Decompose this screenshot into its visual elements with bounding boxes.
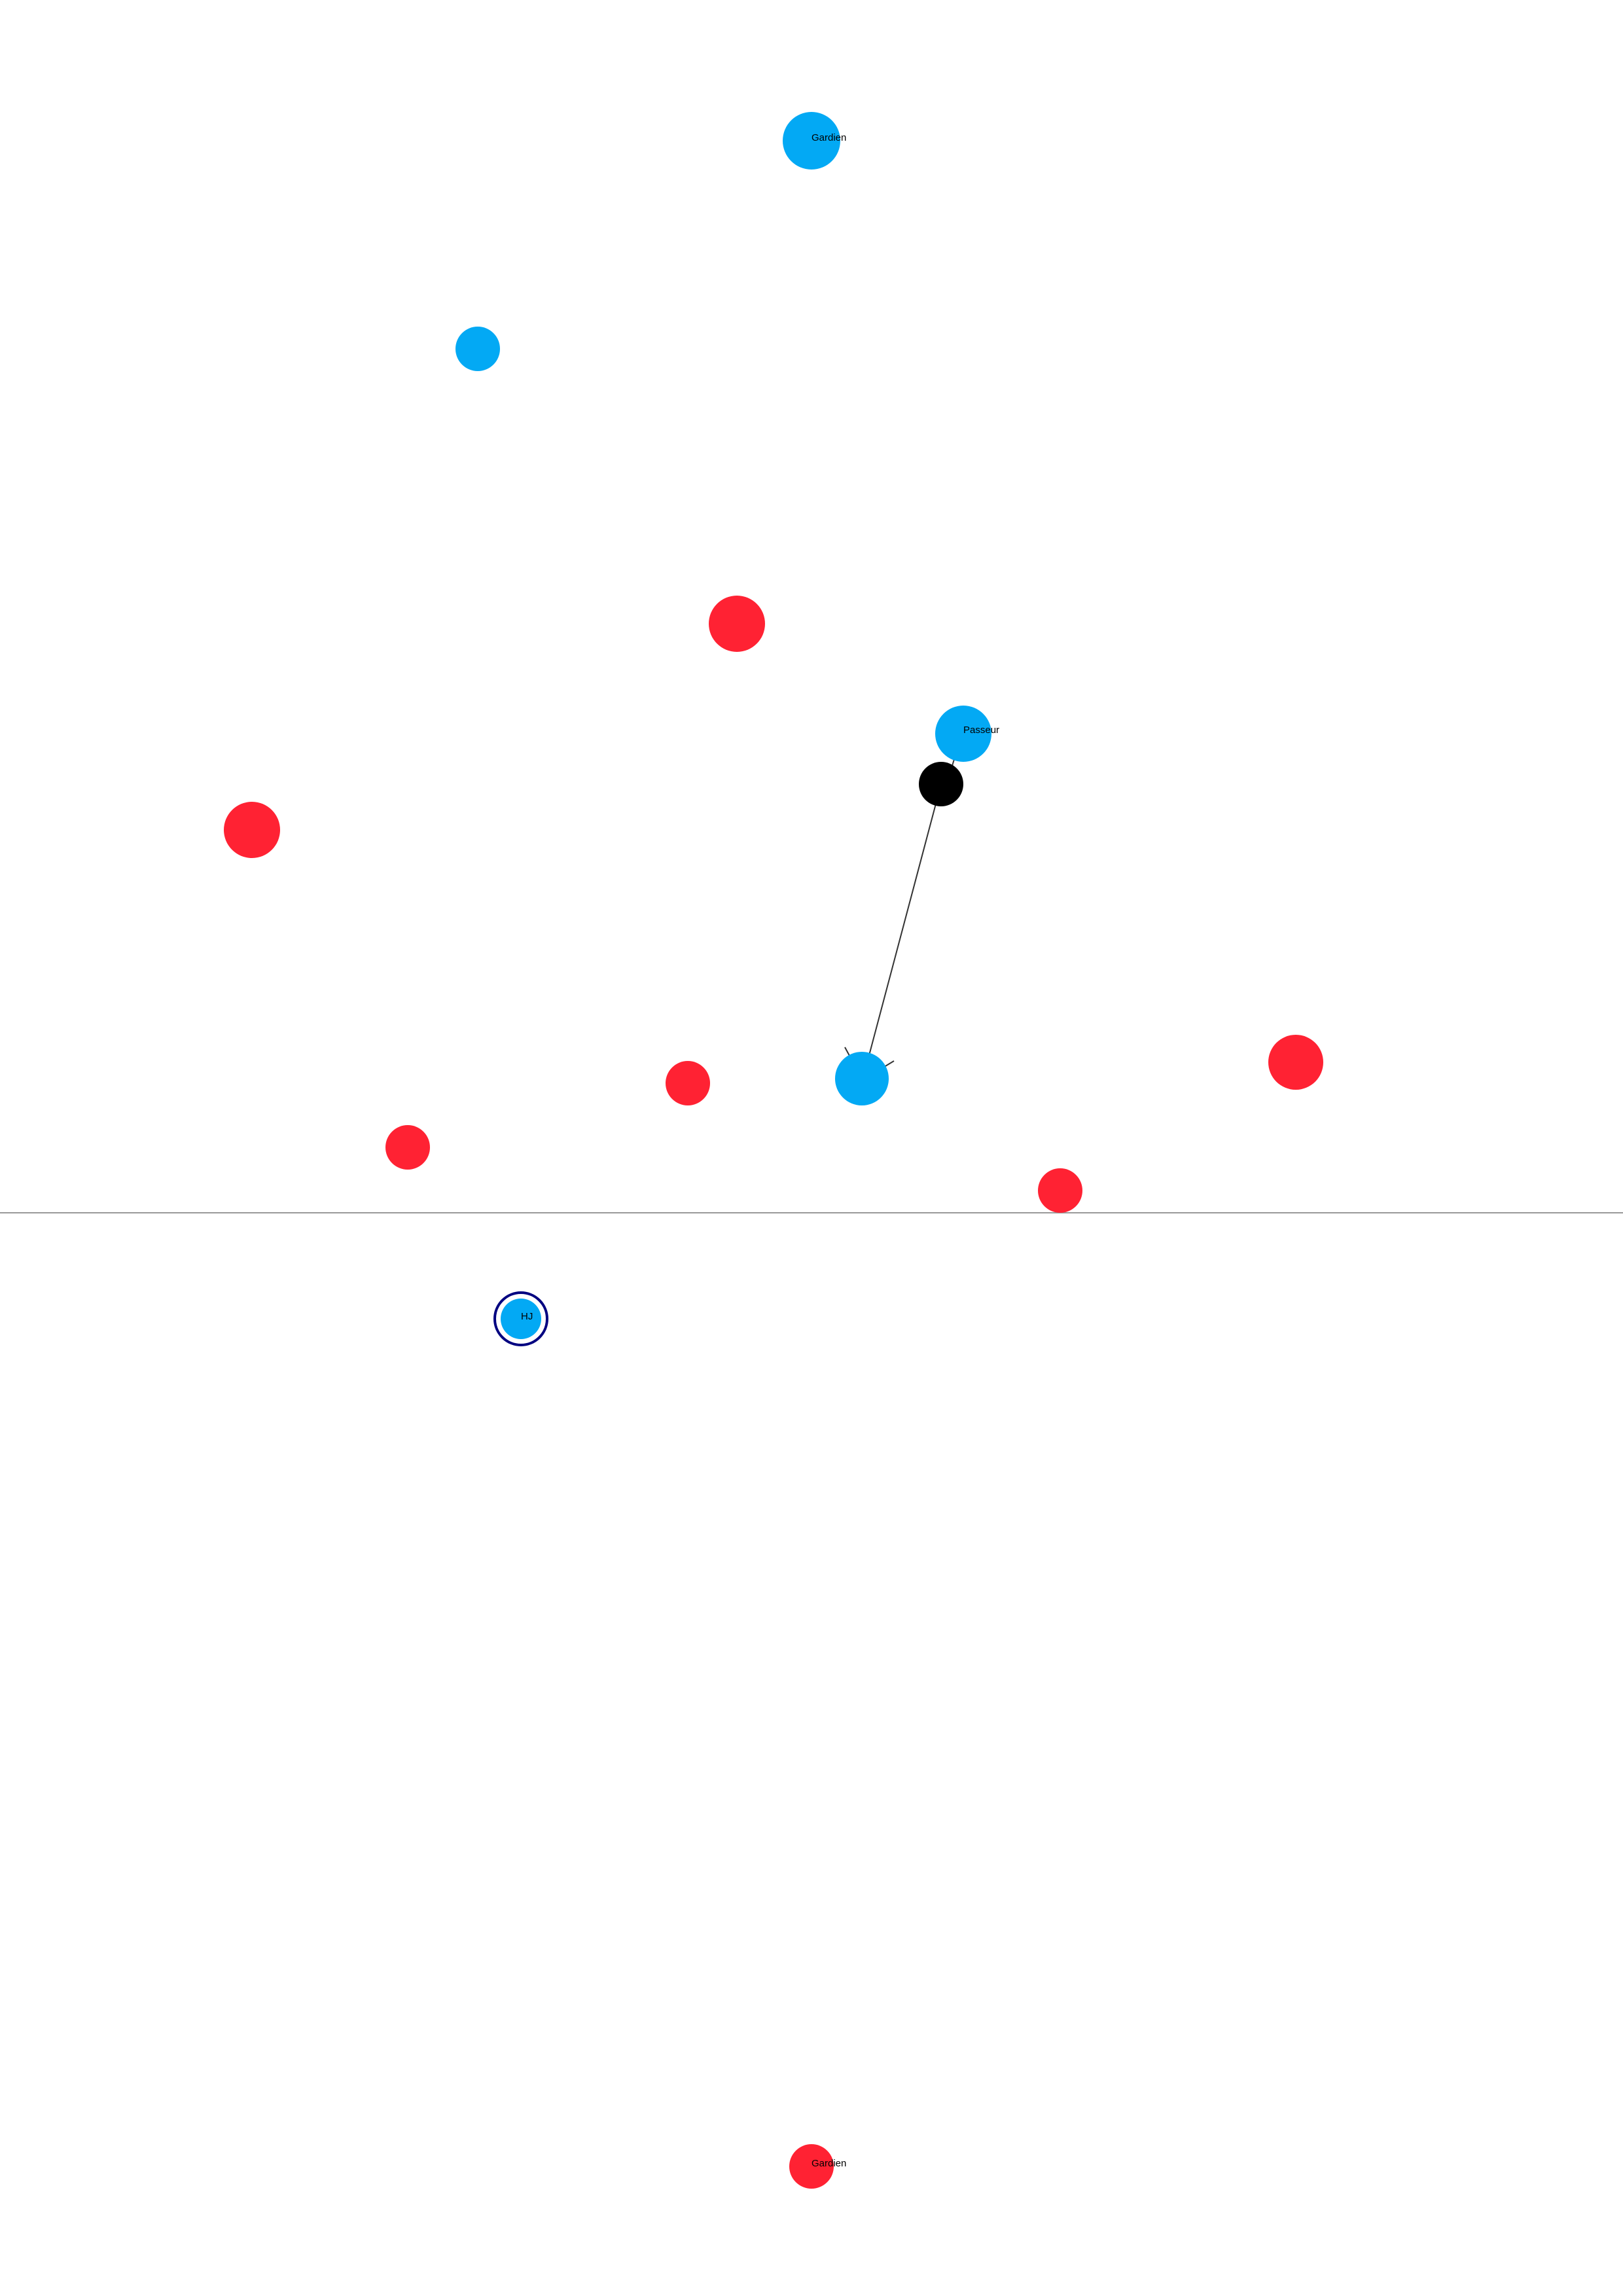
blue-player (455, 327, 500, 371)
red-goalkeeper-label: Gardien (812, 2158, 846, 2169)
ball (919, 762, 963, 806)
red-player (224, 802, 280, 858)
red-player (1038, 1168, 1082, 1213)
blue-passer-label: Passeur (963, 725, 999, 736)
blue-goalkeeper-label: Gardien (812, 132, 846, 143)
pass-arrow (844, 783, 942, 1081)
red-goalkeeper (789, 2144, 834, 2189)
red-player (385, 1125, 430, 1170)
blue-passer (935, 706, 991, 762)
red-player (709, 596, 765, 652)
highlighted-player-label: HJ (521, 1311, 533, 1322)
highlighted-player (501, 1299, 541, 1339)
highlight-ring (493, 1291, 548, 1346)
pass-arrow-shaft (862, 783, 942, 1081)
red-player (666, 1061, 710, 1105)
red-player (1268, 1035, 1323, 1090)
blue-receiver (835, 1052, 889, 1105)
blue-goalkeeper (783, 112, 840, 170)
